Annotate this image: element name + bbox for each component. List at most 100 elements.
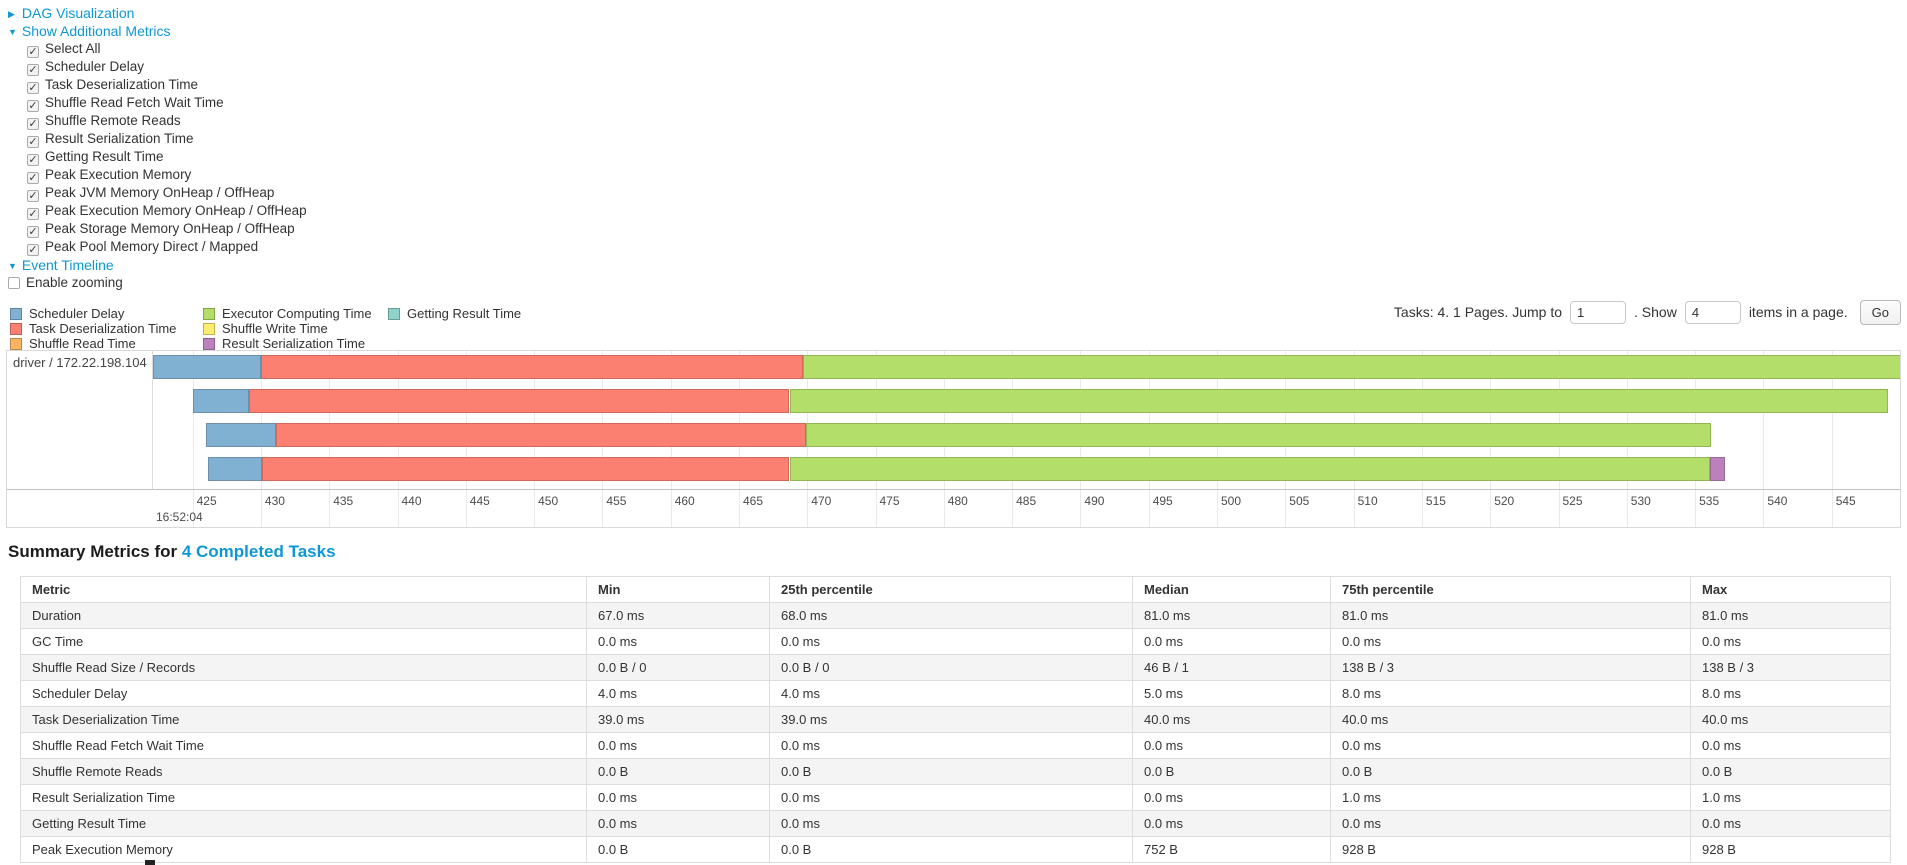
axis-tick-label: 445 [469, 494, 490, 508]
metric-checkbox[interactable]: ✓ [27, 118, 39, 130]
metric-checkbox-label: Peak Execution Memory OnHeap / OffHeap [45, 203, 307, 218]
table-row: Shuffle Read Size / Records 0.0 B / 0 0.0 … [20, 654, 1891, 681]
metric-value-cell: 752 B [1132, 836, 1331, 863]
executor-group-label: driver / 172.22.198.104 [13, 355, 147, 370]
shuffle-write-swatch-icon [203, 323, 215, 335]
task-4-result-serialization-segment[interactable] [1710, 457, 1726, 481]
metric-checkbox-row: ✓ Peak Execution Memory [27, 166, 307, 184]
axis-tick-label: 455 [606, 494, 627, 508]
metric-value-cell: 138 B / 3 [1690, 654, 1891, 681]
column-header: Median [1132, 576, 1331, 603]
task-4-scheduler-delay-segment[interactable] [207, 457, 263, 481]
metric-checkbox-label: Getting Result Time [45, 149, 164, 164]
legend-column: Scheduler Delay Task Deserialization Time… [10, 306, 203, 351]
task-3-scheduler-delay-segment[interactable] [206, 423, 276, 447]
metric-checkbox[interactable]: ✓ [27, 190, 39, 202]
metric-checkbox[interactable]: ✓ [27, 154, 39, 166]
metric-value-cell: 0.0 B [586, 758, 770, 785]
event-timeline-toggle[interactable]: ▼ Event Timeline [8, 256, 307, 274]
metric-value-cell: 0.0 ms [1132, 732, 1331, 759]
metric-checkbox-row: ✓ Peak Execution Memory OnHeap / OffHeap [27, 202, 307, 220]
metric-value-cell: 138 B / 3 [1330, 654, 1691, 681]
metric-checkbox[interactable]: ✓ [27, 64, 39, 76]
go-button[interactable]: Go [1859, 299, 1901, 325]
items-per-page-input[interactable] [1684, 300, 1741, 324]
task-3-executor-computing-segment[interactable] [805, 423, 1712, 447]
enable-zooming-checkbox[interactable] [8, 277, 20, 289]
legend-item: Task Deserialization Time [10, 321, 203, 336]
table-row: Task Deserialization Time 39.0 ms 39.0 ms 4… [20, 706, 1891, 733]
axis-gridline [1900, 351, 1901, 528]
clipped-next-section [145, 860, 155, 865]
metric-checkbox[interactable]: ✓ [27, 82, 39, 94]
metric-checkbox-list: ✓ Select All ✓ Scheduler Delay ✓ Task Deseria… [8, 40, 307, 256]
metric-checkbox[interactable]: ✓ [27, 208, 39, 220]
metric-value-cell: 40.0 ms [1330, 706, 1691, 733]
metric-value-cell: 0.0 ms [1132, 784, 1331, 811]
metric-checkbox-row: ✓ Peak Pool Memory Direct / Mapped [27, 238, 307, 256]
metric-value-cell: 81.0 ms [1690, 602, 1891, 629]
legend-label: Result Serialization Time [222, 336, 366, 351]
axis-tick-label: 465 [743, 494, 764, 508]
task-2-task-deserialization-segment[interactable] [248, 389, 790, 413]
metric-value-cell: 1.0 ms [1690, 784, 1891, 811]
metric-checkbox-label: Select All [45, 41, 101, 56]
metric-checkbox[interactable]: ✓ [27, 172, 39, 184]
metric-checkbox-row: ✓ Peak Storage Memory OnHeap / OffHeap [27, 220, 307, 238]
legend-label: Shuffle Read Time [29, 336, 136, 351]
timeline-group-column: driver / 172.22.198.104 [7, 351, 153, 489]
show-additional-metrics-link[interactable]: Show Additional Metrics [21, 23, 171, 39]
metric-name-cell: Result Serialization Time [20, 784, 587, 811]
column-header: 75th percentile [1330, 576, 1691, 603]
axis-tick-label: 485 [1016, 494, 1037, 508]
completed-tasks-link[interactable]: 4 Completed Tasks [181, 542, 336, 561]
task-deserialization-swatch-icon [10, 323, 22, 335]
task-4-executor-computing-segment[interactable] [789, 457, 1711, 481]
metric-checkbox-label: Shuffle Read Fetch Wait Time [45, 95, 224, 110]
metric-value-cell: 81.0 ms [1132, 602, 1331, 629]
enable-zooming-row: Enable zooming [8, 274, 307, 292]
table-row: Getting Result Time 0.0 ms 0.0 ms 0.0 ms 0.0… [20, 810, 1891, 837]
metric-checkbox[interactable]: ✓ [27, 226, 39, 238]
task-3-task-deserialization-segment[interactable] [275, 423, 806, 447]
axis-tick-label: 525 [1562, 494, 1583, 508]
shuffle-read-swatch-icon [10, 338, 22, 350]
metric-checkbox-label: Shuffle Remote Reads [45, 113, 181, 128]
scheduler-delay-swatch-icon [10, 308, 22, 320]
metric-checkbox[interactable]: ✓ [27, 100, 39, 112]
axis-tick-label: 495 [1152, 494, 1173, 508]
task-2-scheduler-delay-segment[interactable] [192, 389, 249, 413]
task-1-executor-computing-segment[interactable] [803, 355, 1900, 379]
task-4-task-deserialization-segment[interactable] [262, 457, 790, 481]
column-header: Min [586, 576, 770, 603]
metric-checkbox-row: ✓ Result Serialization Time [27, 130, 307, 148]
metric-checkbox-row: ✓ Shuffle Read Fetch Wait Time [27, 94, 307, 112]
metric-name-cell: Duration [20, 602, 587, 629]
metric-value-cell: 0.0 B [586, 836, 770, 863]
event-timeline-link[interactable]: Event Timeline [21, 257, 114, 273]
metric-checkbox[interactable]: ✓ [27, 46, 39, 58]
metric-checkbox[interactable]: ✓ [27, 136, 39, 148]
show-additional-metrics-toggle[interactable]: ▼ Show Additional Metrics [8, 22, 307, 40]
column-header: 25th percentile [769, 576, 1133, 603]
axis-tick-label: 535 [1699, 494, 1720, 508]
metric-value-cell: 0.0 ms [1132, 628, 1331, 655]
metric-checkbox[interactable]: ✓ [27, 244, 39, 256]
axis-tick-label: 490 [1084, 494, 1105, 508]
pagination-items-text: items in a page. [1748, 304, 1848, 320]
jump-to-page-input[interactable] [1570, 300, 1626, 324]
task-2-executor-computing-segment[interactable] [789, 389, 1888, 413]
dag-visualization-link[interactable]: DAG Visualization [21, 5, 135, 21]
metric-value-cell: 0.0 B / 0 [586, 654, 770, 681]
metric-checkbox-label: Peak Pool Memory Direct / Mapped [45, 239, 259, 254]
summary-title-text: Summary Metrics for [8, 542, 182, 561]
metric-value-cell: 0.0 ms [1132, 810, 1331, 837]
getting-result-swatch-icon [388, 308, 400, 320]
task-1-scheduler-delay-segment[interactable] [153, 355, 261, 379]
dag-visualization-toggle[interactable]: ▶ DAG Visualization [8, 4, 307, 22]
task-1-task-deserialization-segment[interactable] [260, 355, 804, 379]
metric-value-cell: 4.0 ms [769, 680, 1133, 707]
metric-value-cell: 46 B / 1 [1132, 654, 1331, 681]
axis-gridline [192, 351, 194, 527]
metric-value-cell: 0.0 B [1330, 758, 1691, 785]
